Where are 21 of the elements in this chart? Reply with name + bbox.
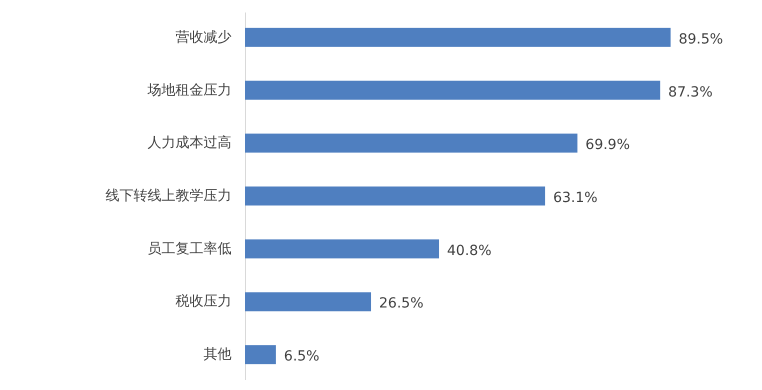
y-tick-label: 人力成本过高 bbox=[148, 135, 232, 152]
bar bbox=[245, 186, 546, 206]
bar bbox=[245, 134, 578, 153]
bar bbox=[245, 28, 671, 47]
y-tick-label: 员工复工率低 bbox=[148, 240, 232, 257]
bar bbox=[245, 345, 276, 364]
y-tick-label: 营收减少 bbox=[176, 29, 232, 46]
data-label: 87.3% bbox=[668, 84, 713, 100]
y-tick-label: 线下转线上教学压力 bbox=[106, 188, 232, 204]
data-label: 40.8% bbox=[447, 242, 492, 259]
data-label: 6.5% bbox=[284, 348, 320, 365]
bar bbox=[245, 80, 660, 100]
data-label: 69.9% bbox=[585, 137, 630, 154]
bar bbox=[245, 239, 440, 258]
y-tick-label: 税收压力 bbox=[176, 294, 232, 310]
data-label: 26.5% bbox=[379, 296, 424, 312]
y-tick-label: 场地租金压力 bbox=[146, 82, 232, 98]
data-label: 63.1% bbox=[553, 190, 598, 206]
y-tick-label: 其他 bbox=[204, 346, 232, 363]
bar bbox=[245, 292, 372, 312]
data-label: 89.5% bbox=[678, 31, 724, 48]
